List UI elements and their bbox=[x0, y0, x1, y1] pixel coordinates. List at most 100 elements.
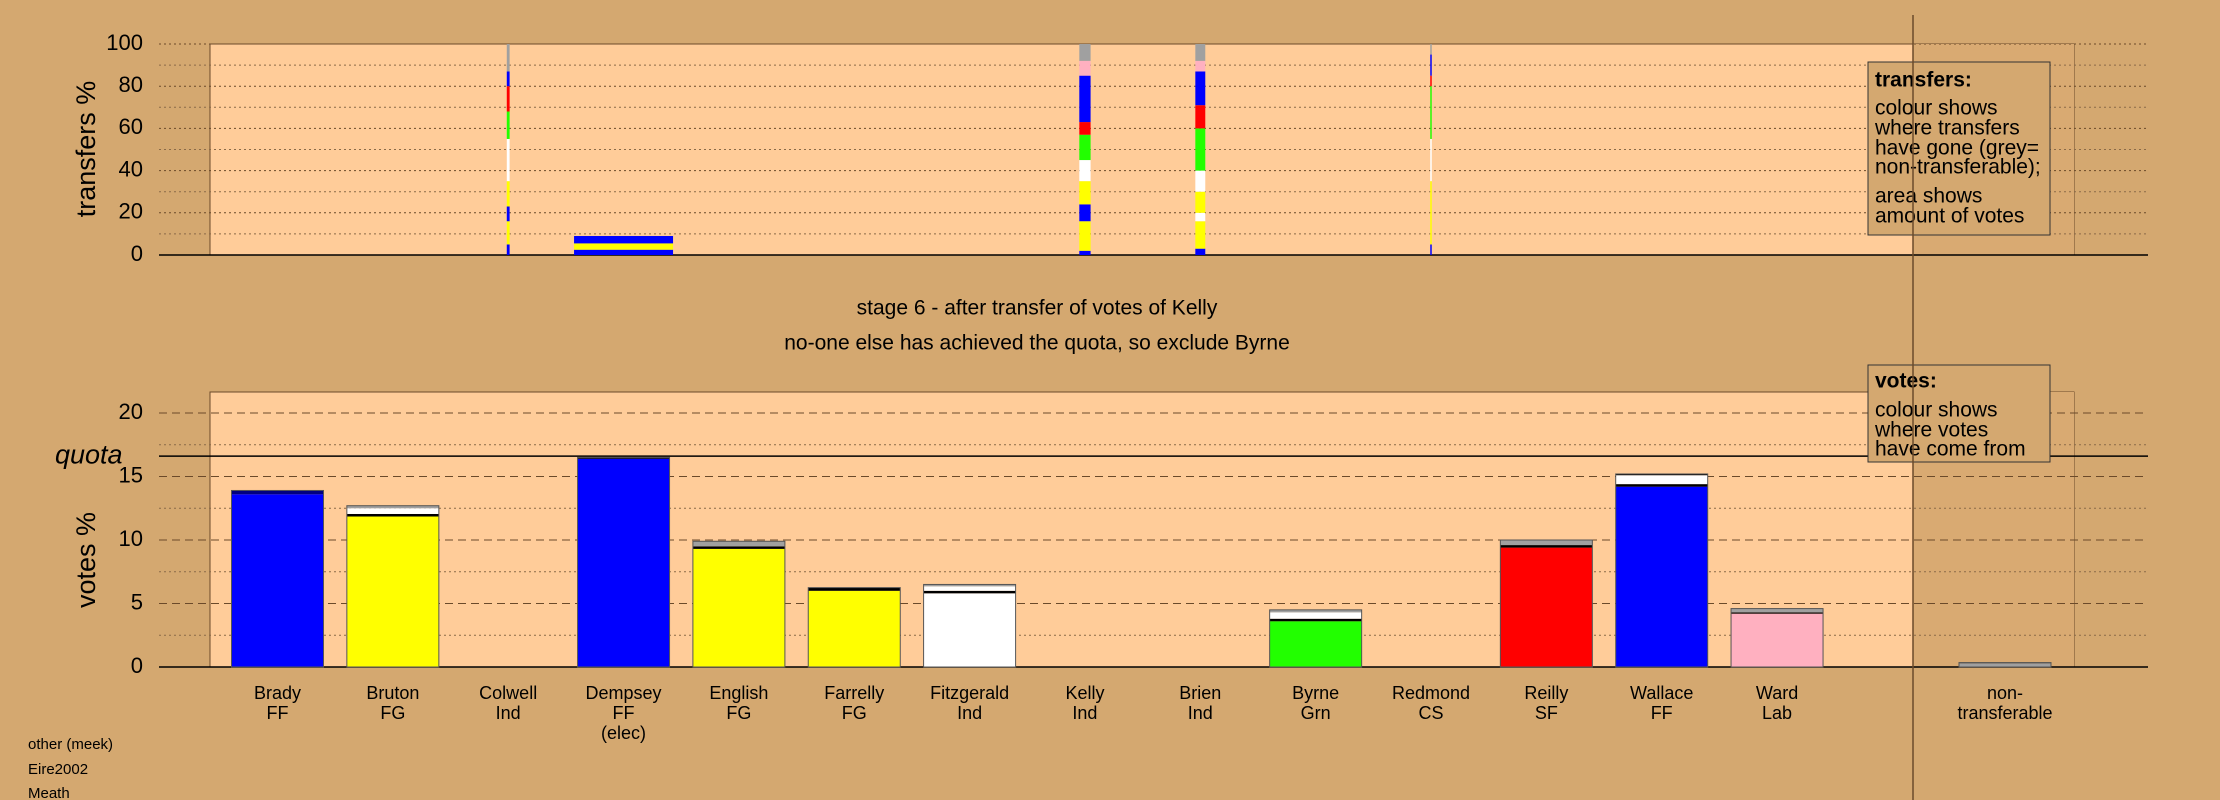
footer-line: Eire2002 bbox=[28, 761, 88, 778]
transfer-segment bbox=[1079, 60, 1091, 76]
legend-box bbox=[1867, 364, 2051, 463]
y-tick-label: 40 bbox=[119, 156, 143, 181]
footer-line: other (meek) bbox=[28, 736, 113, 753]
x-tick-label: Lab bbox=[1762, 703, 1792, 723]
legend-line: colour shows bbox=[1875, 97, 1998, 120]
x-tick-label: (elec) bbox=[601, 723, 646, 743]
transfer-segment bbox=[1430, 86, 1432, 139]
transfer-segment bbox=[506, 138, 510, 182]
bar-segment bbox=[1269, 612, 1362, 619]
bar-outline bbox=[1958, 662, 2052, 668]
bar-segment bbox=[1500, 540, 1593, 546]
bar-segment bbox=[1731, 612, 1824, 614]
y-tick-label: 0 bbox=[131, 653, 143, 678]
quota-label: quota bbox=[55, 439, 123, 469]
bar-outline bbox=[231, 489, 324, 668]
y-tick-label: 20 bbox=[119, 399, 143, 424]
bar-outline bbox=[1499, 539, 1593, 668]
transfer-segment bbox=[1430, 44, 1432, 55]
x-tick-label: transferable bbox=[1957, 703, 2052, 723]
x-tick-label: CS bbox=[1418, 703, 1443, 723]
transfer-segment bbox=[506, 206, 510, 222]
x-tick-label: Ind bbox=[957, 703, 982, 723]
bar-outline bbox=[923, 583, 1017, 668]
x-tick-label: Kelly bbox=[1065, 683, 1104, 703]
x-tick-label: Brien bbox=[1179, 683, 1221, 703]
transfer-segment bbox=[1195, 128, 1206, 171]
transfer-segment bbox=[506, 44, 510, 72]
transfer-segment bbox=[506, 181, 510, 207]
legend-line: where votes bbox=[1874, 419, 1988, 442]
bar-outline bbox=[577, 456, 671, 668]
bar-segment bbox=[1615, 486, 1708, 667]
y-tick-label: 15 bbox=[119, 462, 143, 487]
transfer-segment bbox=[1195, 44, 1206, 61]
stage-subtitle: no-one else has achieved the quota, so e… bbox=[784, 332, 1290, 355]
bar-segment bbox=[923, 584, 1016, 587]
x-tick-label: non- bbox=[1987, 683, 2023, 703]
x-tick-label: FF bbox=[613, 703, 635, 723]
transfer-segment bbox=[574, 243, 674, 250]
transfer-segment bbox=[1430, 138, 1432, 182]
x-tick-label: Colwell bbox=[479, 683, 537, 703]
bar-segment bbox=[923, 586, 1016, 591]
legend-line: where transfers bbox=[1874, 117, 2020, 140]
legend-line: area shows bbox=[1875, 185, 1982, 208]
x-tick-label: Dempsey bbox=[586, 683, 662, 703]
x-tick-label: FF bbox=[267, 703, 289, 723]
transfer-segment bbox=[1079, 75, 1091, 123]
transfer-segment bbox=[1195, 105, 1206, 129]
x-tick-label: Bruton bbox=[366, 683, 419, 703]
bar-outline bbox=[1730, 608, 1824, 668]
x-tick-label: English bbox=[709, 683, 768, 703]
bar-segment bbox=[1731, 613, 1824, 667]
y-tick-label: 20 bbox=[119, 199, 143, 224]
x-tick-label: Wallace bbox=[1630, 683, 1693, 703]
x-tick-label: Fitzgerald bbox=[930, 683, 1009, 703]
bar-outline bbox=[1615, 473, 1709, 668]
transfer-segment bbox=[1195, 221, 1206, 249]
legend-line: have gone (grey= bbox=[1875, 137, 2039, 160]
footer-line: Meath bbox=[28, 785, 70, 800]
transfer-segment bbox=[1079, 204, 1091, 222]
bar-segment bbox=[577, 458, 670, 667]
bar-outline bbox=[1269, 609, 1363, 668]
transfer-segment bbox=[1195, 170, 1206, 192]
transfer-segment bbox=[1195, 248, 1206, 255]
transfer-segment bbox=[1195, 60, 1206, 72]
legend-line: colour shows bbox=[1875, 399, 1998, 422]
bar-segment bbox=[923, 593, 1016, 667]
bar-segment bbox=[808, 590, 901, 667]
x-tick-label: Ind bbox=[496, 703, 521, 723]
bar-segment bbox=[1269, 621, 1362, 667]
transfer-segment bbox=[1079, 181, 1091, 205]
x-tick-label: FF bbox=[1651, 703, 1673, 723]
bar-segment bbox=[1959, 663, 2051, 667]
y-tick-label: 60 bbox=[119, 114, 143, 139]
y-axis-label: transfers % bbox=[71, 81, 101, 218]
bar-segment bbox=[1731, 608, 1824, 613]
bar-outline bbox=[692, 540, 786, 668]
legend-line: have come from bbox=[1875, 438, 2026, 461]
transfer-segment bbox=[1430, 54, 1432, 76]
y-tick-label: 0 bbox=[131, 241, 143, 266]
stage-title: stage 6 - after transfer of votes of Kel… bbox=[857, 297, 1218, 320]
transfer-segment bbox=[1079, 122, 1091, 135]
x-tick-label: Byrne bbox=[1292, 683, 1339, 703]
legend-box bbox=[1867, 61, 2051, 236]
bar-segment bbox=[1615, 473, 1708, 476]
transfer-segment bbox=[1079, 221, 1091, 251]
bar-segment bbox=[346, 505, 439, 509]
y-tick-label: 100 bbox=[106, 30, 143, 55]
transfer-segment bbox=[1079, 160, 1091, 182]
transfer-segment bbox=[1430, 244, 1432, 255]
bar-segment bbox=[231, 494, 324, 667]
transfer-segment bbox=[506, 111, 510, 139]
bar-segment bbox=[1615, 475, 1708, 485]
bar-outline bbox=[807, 587, 901, 668]
x-tick-label: FG bbox=[380, 703, 405, 723]
legend-title: transfers: bbox=[1875, 69, 1972, 92]
y-axis-label: votes % bbox=[71, 512, 101, 608]
transfer-segment bbox=[1195, 71, 1206, 106]
